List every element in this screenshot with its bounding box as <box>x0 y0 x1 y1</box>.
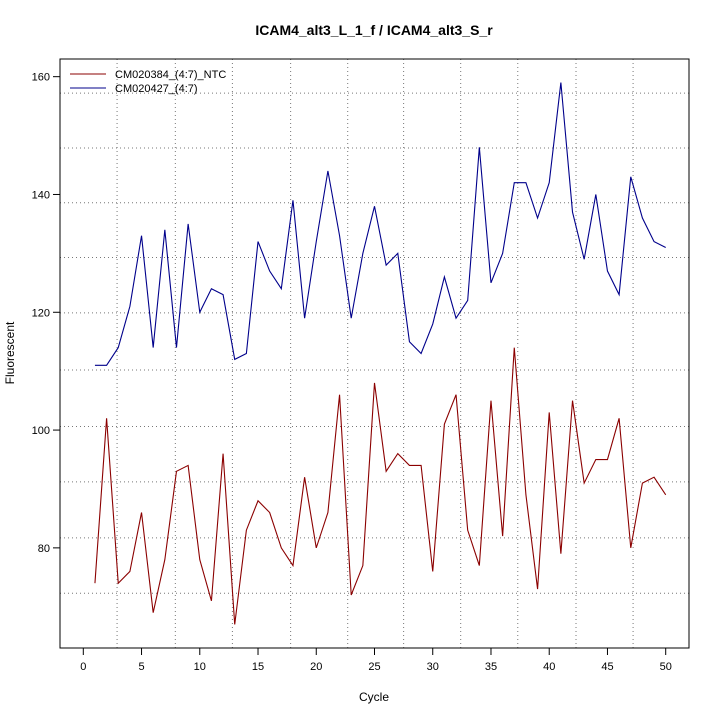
y-tick-label-120: 120 <box>32 307 50 319</box>
y-tick-label-80: 80 <box>38 543 50 555</box>
x-axis: 0 5 10 15 20 25 30 35 40 45 50 <box>80 647 672 673</box>
x-tick-label-10: 10 <box>194 661 206 673</box>
x-tick-label-40: 40 <box>543 661 555 673</box>
x-tick-label-25: 25 <box>368 661 380 673</box>
grid-lines <box>60 59 689 648</box>
x-tick-label-35: 35 <box>485 661 497 673</box>
y-axis: 80 100 120 140 160 <box>32 72 60 555</box>
y-axis-label: Fluorescent <box>3 321 17 384</box>
series-line-1 <box>94 82 666 366</box>
x-tick-label-45: 45 <box>601 661 613 673</box>
legend: CM020384_(4:7)_NTC CM020427_(4:7) <box>70 69 226 95</box>
x-tick-label-30: 30 <box>427 661 439 673</box>
y-tick-label-100: 100 <box>32 425 50 437</box>
x-tick-label-50: 50 <box>660 661 672 673</box>
x-tick-label-5: 5 <box>138 661 144 673</box>
x-tick-label-0: 0 <box>80 661 86 673</box>
x-axis-label: Cycle <box>359 690 389 704</box>
y-tick-label-160: 160 <box>32 72 50 84</box>
series-line-0 <box>94 347 667 625</box>
legend-label-sample: CM020427_(4:7) <box>115 83 198 95</box>
chart-title: ICAM4_alt3_L_1_f / ICAM4_alt3_S_r <box>255 22 493 38</box>
x-tick-label-20: 20 <box>310 661 322 673</box>
legend-label-ntc: CM020384_(4:7)_NTC <box>115 69 226 81</box>
series-lines <box>94 82 667 625</box>
plot-frame <box>59 58 690 649</box>
y-tick-label-140: 140 <box>32 189 50 201</box>
x-tick-label-15: 15 <box>252 661 264 673</box>
